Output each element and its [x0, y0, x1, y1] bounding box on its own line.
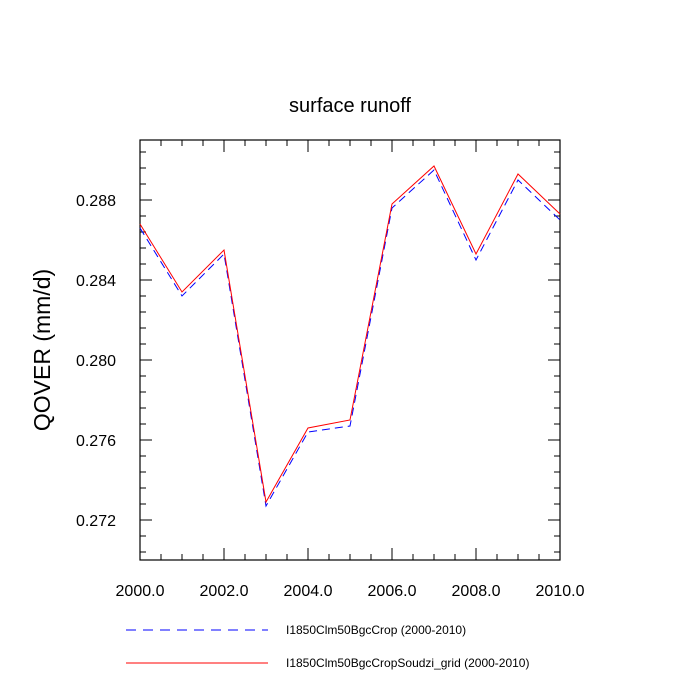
y-tick-label: 0.272: [76, 513, 116, 530]
y-tick-label: 0.288: [76, 193, 116, 210]
legend: I1850Clm50BgcCrop (2000-2010) I1850Clm50B…: [126, 623, 529, 670]
x-tick-label: 2008.0: [452, 583, 501, 600]
x-tick-label: 2004.0: [284, 583, 333, 600]
legend-label-2: I1850Clm50BgcCropSoudzi_grid (2000-2010): [286, 656, 529, 670]
y-axis-label: QOVER (mm/d): [29, 269, 55, 431]
x-tick-label: 2006.0: [368, 583, 417, 600]
chart-title: surface runoff: [289, 95, 411, 117]
series-line-1: [139, 169, 561, 508]
x-tick-label: 2002.0: [200, 583, 249, 600]
series-lines: [139, 165, 561, 508]
y-tick-label: 0.284: [76, 273, 116, 290]
series-line-2: [139, 165, 561, 504]
y-tick-label: 0.280: [76, 353, 116, 370]
plot-frame: [139, 139, 561, 561]
x-tick-label: 2000.0: [116, 583, 165, 600]
x-tick-label: 2010.0: [536, 583, 585, 600]
y-tick-label: 0.276: [76, 433, 116, 450]
legend-label-1: I1850Clm50BgcCrop (2000-2010): [286, 623, 466, 637]
axis-ticks: 2000.0 2002.0 2004.0 2006.0 2008.0 2010.0 0.27…: [76, 140, 585, 600]
